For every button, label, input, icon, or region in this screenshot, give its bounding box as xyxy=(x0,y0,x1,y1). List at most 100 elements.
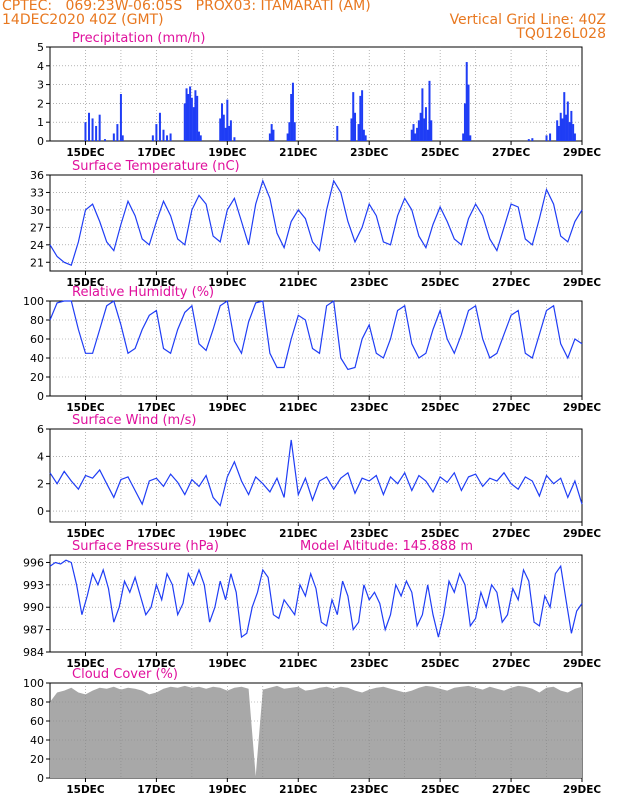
precip-bar xyxy=(557,125,560,141)
press-frame xyxy=(49,554,583,653)
rh-xtick-label-23DEC: 23DEC xyxy=(350,402,389,414)
precip-bar xyxy=(286,133,289,141)
header-station-line: CPTEC: 069:23W-06:05S PROX03: ITAMARATI … xyxy=(2,0,371,14)
precip-bar xyxy=(426,129,429,141)
cloud-xtick-label-15DEC: 15DEC xyxy=(66,784,105,796)
precip-bar xyxy=(568,122,571,141)
precip-bar xyxy=(350,118,353,141)
precip-bar xyxy=(155,124,158,141)
precip-bar xyxy=(98,114,101,141)
precip-bar xyxy=(417,120,420,141)
precip-bar xyxy=(158,112,161,141)
precip-ytick-label-1: 1 xyxy=(37,116,44,129)
rh-xtick-label-21DEC: 21DEC xyxy=(279,402,318,414)
precip-bar xyxy=(359,95,362,141)
rh-line xyxy=(49,299,583,371)
temp-ytick-label-36: 36 xyxy=(30,169,44,182)
precip-bar xyxy=(572,124,575,141)
precip-ytick-label-5: 5 xyxy=(37,41,44,54)
precip-ytick-label-3: 3 xyxy=(37,79,44,92)
precip-bar xyxy=(362,129,365,141)
cloud-xtick-label-27DEC: 27DEC xyxy=(492,784,531,796)
wind-xtick-label-15DEC: 15DEC xyxy=(66,528,105,540)
precip-bar xyxy=(291,82,294,141)
precip-bar xyxy=(119,94,122,141)
temp-frame xyxy=(49,174,583,272)
precip-bar xyxy=(270,124,273,141)
wind-line xyxy=(49,439,583,507)
wind-xtick-label-19DEC: 19DEC xyxy=(208,528,247,540)
precip-bar xyxy=(531,138,534,141)
cloud-ytick-label-60: 60 xyxy=(30,715,44,728)
rh-ytick-label-0: 0 xyxy=(37,390,44,403)
cloud-xtick-label-21DEC: 21DEC xyxy=(279,784,318,796)
precip-bar xyxy=(162,129,165,141)
rh-xtick-label-15DEC: 15DEC xyxy=(66,402,105,414)
rh-xtick-label-27DEC: 27DEC xyxy=(492,402,531,414)
temp-xtick-label-19DEC: 19DEC xyxy=(208,277,247,289)
precip-bar xyxy=(352,92,355,141)
press-subtitle: Model Altitude: 145.888 m xyxy=(300,539,473,554)
precip-ytick-label-0: 0 xyxy=(37,135,44,148)
precip-bar xyxy=(336,125,339,141)
precip-xtick-label-21DEC: 21DEC xyxy=(279,147,318,159)
header-grid-line-info: Vertical Grid Line: 40Z xyxy=(449,12,606,28)
precip-bar xyxy=(197,131,200,141)
precip-frame xyxy=(49,46,583,142)
rh-xtick-label-29DEC: 29DEC xyxy=(563,402,602,414)
cloud-ytick-label-80: 80 xyxy=(30,696,44,709)
precip-xtick-label-15DEC: 15DEC xyxy=(66,147,105,159)
precip-bar xyxy=(88,112,91,141)
header-date-line: 14DEC2020 40Z (GMT) xyxy=(2,12,164,28)
precip-bar xyxy=(151,135,154,141)
precip-bar xyxy=(190,97,193,141)
cloud-xtick-label-17DEC: 17DEC xyxy=(137,784,176,796)
rh-ytick-label-40: 40 xyxy=(30,352,44,365)
precip-bar xyxy=(556,120,559,141)
precip-bar xyxy=(545,135,548,141)
precip-bar xyxy=(103,139,106,141)
precip-bar xyxy=(224,127,227,141)
wind-ytick-label-4: 4 xyxy=(37,450,44,463)
precip-bar xyxy=(194,90,197,141)
press-ytick-label-990: 990 xyxy=(23,601,44,614)
precip-bar xyxy=(226,99,229,141)
precip-bar xyxy=(166,135,169,141)
precip-bar xyxy=(290,94,293,141)
precip-bar xyxy=(121,135,124,141)
precip-xtick-label-19DEC: 19DEC xyxy=(208,147,247,159)
rh-xtick-label-25DEC: 25DEC xyxy=(421,402,460,414)
precip-bar xyxy=(559,112,562,141)
precip-bar xyxy=(293,122,296,141)
precip-bar xyxy=(561,118,564,141)
precip-bar xyxy=(419,112,422,141)
precip-bar xyxy=(221,103,224,141)
precip-bar xyxy=(414,133,417,141)
precip-bar xyxy=(189,86,192,141)
precip-xtick-label-25DEC: 25DEC xyxy=(421,147,460,159)
precip-bar xyxy=(463,103,466,141)
precip-bar xyxy=(565,114,568,141)
precip-bar xyxy=(361,90,364,141)
precip-bar xyxy=(196,95,199,141)
precip-bar xyxy=(91,118,94,141)
precip-bar xyxy=(185,88,188,141)
precip-title: Precipitation (mm/h) xyxy=(72,31,205,46)
precip-bar xyxy=(469,135,472,141)
press-xtick-label-27DEC: 27DEC xyxy=(492,658,531,670)
press-ytick-label-987: 987 xyxy=(23,624,44,637)
cloud-xtick-label-25DEC: 25DEC xyxy=(421,784,460,796)
precip-bar xyxy=(272,129,275,141)
cloud-area xyxy=(50,685,582,778)
temp-ytick-label-33: 33 xyxy=(30,186,44,199)
precip-bar xyxy=(421,88,424,141)
precip-bar xyxy=(288,122,291,141)
rh-ytick-label-60: 60 xyxy=(30,333,44,346)
precip-bar xyxy=(467,84,470,141)
precip-bar xyxy=(416,127,419,141)
precip-bar xyxy=(465,62,468,141)
precip-xtick-label-27DEC: 27DEC xyxy=(492,147,531,159)
header: CPTEC: 069:23W-06:05S PROX03: ITAMARATI … xyxy=(0,0,618,46)
precip-bar xyxy=(364,135,367,141)
